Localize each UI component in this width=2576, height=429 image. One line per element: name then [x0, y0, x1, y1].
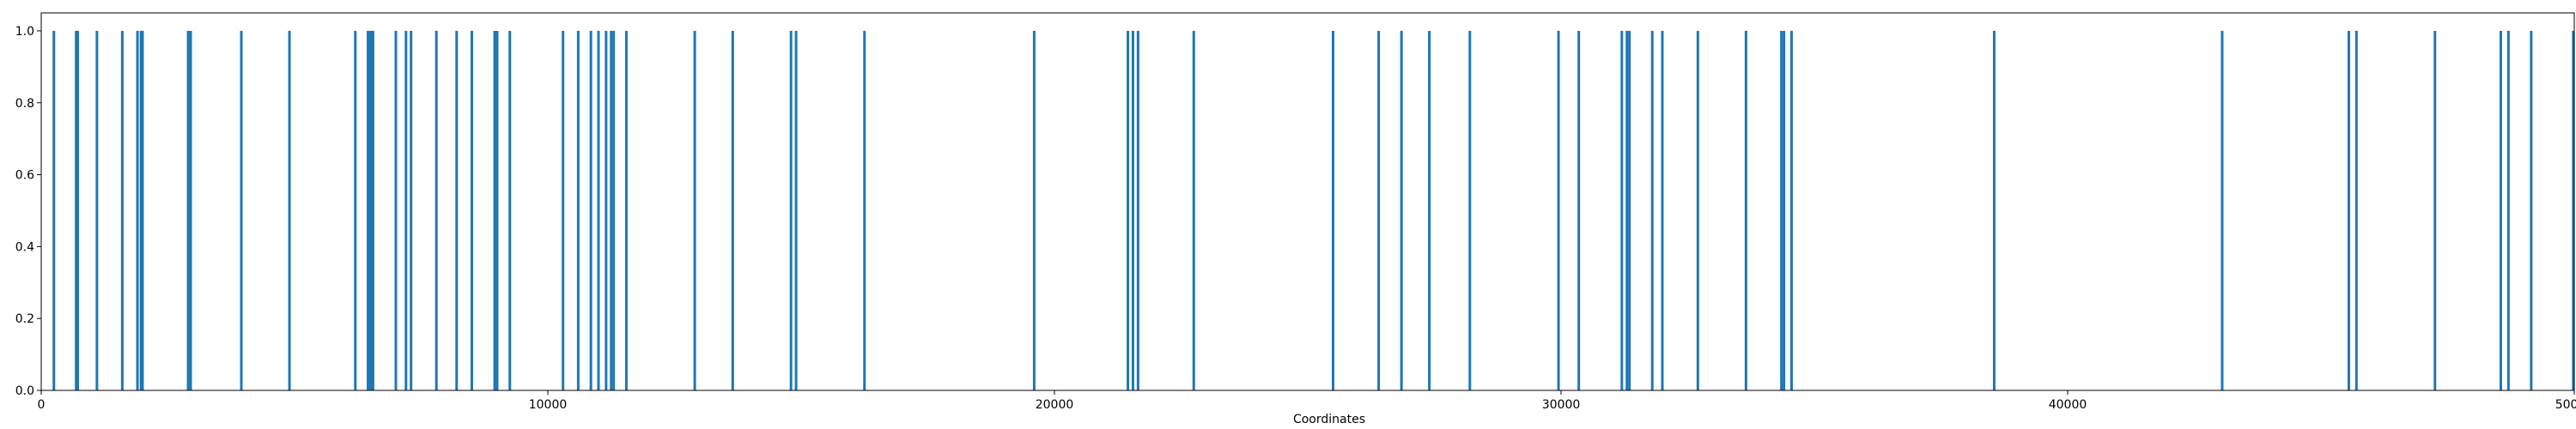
y-tick-label: 0.8	[15, 97, 34, 111]
bar	[455, 30, 459, 390]
bar	[52, 30, 56, 390]
x-tick-label: 50000	[2555, 398, 2576, 412]
bar	[1661, 30, 1664, 390]
bar	[136, 30, 139, 390]
y-tick-label: 0.6	[15, 169, 34, 183]
bar	[2354, 30, 2358, 390]
bar	[1127, 30, 1130, 390]
x-tick-label: 30000	[1542, 398, 1581, 412]
bar	[410, 30, 413, 390]
bar	[471, 30, 473, 390]
x-tick-label: 20000	[1036, 398, 1074, 412]
bar	[2499, 30, 2502, 390]
y-tick-label: 0.0	[15, 384, 34, 398]
bar	[120, 30, 124, 390]
bar	[1136, 30, 1139, 390]
bar	[141, 30, 144, 390]
bar	[2347, 30, 2350, 390]
bar	[75, 30, 78, 390]
bar	[1032, 30, 1036, 390]
bar	[1992, 30, 1996, 390]
bar	[1131, 30, 1134, 390]
bar	[1332, 30, 1334, 390]
plot-frame	[40, 12, 2575, 391]
x-tick-label: 0	[38, 398, 46, 412]
x-tick-label: 40000	[2049, 398, 2087, 412]
bar	[508, 30, 512, 390]
bar	[139, 30, 143, 390]
bar	[394, 30, 398, 390]
y-tick-label: 0.4	[15, 240, 34, 254]
bar	[189, 30, 192, 390]
bar	[1625, 30, 1629, 390]
bar	[693, 30, 696, 390]
bar	[240, 30, 243, 390]
bar	[1780, 30, 1783, 390]
bar	[1468, 30, 1472, 390]
bar	[2572, 30, 2575, 390]
bar	[404, 30, 408, 390]
bar	[2433, 30, 2437, 390]
bar	[731, 30, 734, 390]
bar	[95, 30, 99, 390]
bar	[562, 30, 565, 390]
bar	[1192, 30, 1195, 390]
bars	[52, 30, 2575, 390]
bar	[1577, 30, 1581, 390]
bar	[2506, 30, 2510, 390]
bar	[434, 30, 438, 390]
bar	[1620, 30, 1624, 390]
bar	[369, 30, 372, 390]
axes: 0 10000 20000 30000 40000 50000 0.0 0.2 0.4 0.6 0.…	[15, 12, 2576, 412]
bar	[789, 30, 793, 390]
bar	[288, 30, 291, 390]
bar	[1400, 30, 1403, 390]
bar	[2530, 30, 2533, 390]
bar	[1628, 30, 1631, 390]
bar	[495, 30, 499, 390]
bar	[589, 30, 592, 390]
bar	[610, 30, 613, 390]
bar	[367, 30, 370, 390]
bar	[1783, 30, 1786, 390]
bar	[863, 30, 866, 390]
bar	[612, 30, 616, 390]
bar	[1428, 30, 1431, 390]
bar	[2221, 30, 2224, 390]
y-tick-label: 1.0	[15, 25, 34, 39]
y-tick-label: 0.2	[15, 312, 34, 326]
bar	[1557, 30, 1560, 390]
bar	[354, 30, 357, 390]
bar	[186, 30, 190, 390]
x-tick-label: 10000	[529, 398, 568, 412]
x-axis-label: Coordinates	[1293, 413, 1365, 426]
bar	[1650, 30, 1654, 390]
bar	[493, 30, 496, 390]
bar	[624, 30, 628, 390]
bar	[1377, 30, 1381, 390]
bar	[605, 30, 608, 390]
bar	[597, 30, 600, 390]
bar	[794, 30, 798, 390]
bar	[576, 30, 580, 390]
bar	[1744, 30, 1747, 390]
bar	[76, 30, 79, 390]
bar	[371, 30, 374, 390]
bar	[1789, 30, 1793, 390]
bar	[1696, 30, 1699, 390]
